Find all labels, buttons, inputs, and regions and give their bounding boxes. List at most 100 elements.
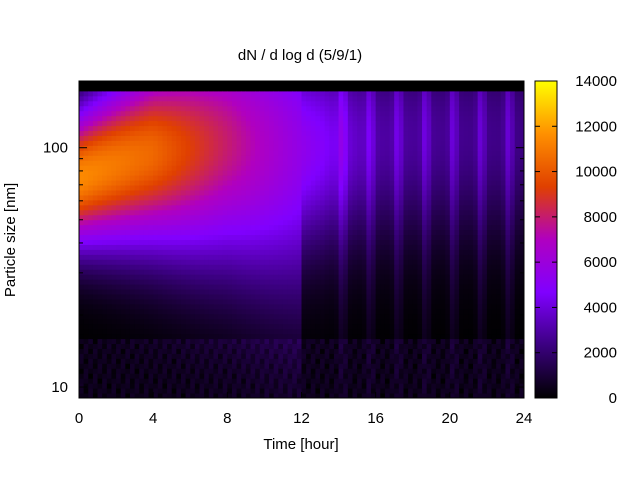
heatmap-cell — [222, 318, 228, 325]
heatmap-cell — [231, 363, 238, 369]
heatmap-cell — [366, 175, 372, 181]
heatmap-cell — [125, 303, 131, 310]
heatmap-cell — [380, 95, 386, 102]
heatmap-cell — [92, 81, 99, 87]
heatmap-cell — [380, 303, 386, 310]
heatmap-cell — [213, 373, 219, 379]
heatmap-cell — [190, 358, 196, 364]
heatmap-cell — [306, 81, 312, 87]
heatmap-cell — [88, 289, 94, 295]
heatmap-cell — [143, 274, 150, 280]
heatmap-cell — [106, 234, 112, 240]
heatmap-cell — [375, 145, 381, 151]
heatmap-cell — [357, 105, 363, 112]
heatmap-cell — [231, 95, 238, 102]
heatmap-cell — [134, 318, 140, 325]
heatmap-cell — [245, 229, 252, 236]
heatmap-cell — [245, 343, 252, 349]
heatmap-cell — [176, 393, 182, 399]
heatmap-cell — [157, 254, 163, 260]
heatmap-cell — [167, 81, 173, 87]
heatmap-cell — [389, 170, 395, 176]
heatmap-cell — [236, 393, 242, 399]
heatmap-cell — [83, 234, 89, 240]
heatmap-cell — [264, 279, 270, 285]
heatmap-cell — [431, 254, 437, 260]
heatmap-cell — [227, 204, 233, 211]
heatmap-cell — [176, 209, 182, 216]
heatmap-cell — [422, 185, 428, 191]
heatmap-cell — [222, 333, 228, 340]
heatmap-cell — [143, 110, 150, 117]
heatmap-cell — [259, 95, 265, 102]
heatmap-cell — [320, 383, 326, 389]
heatmap-cell — [333, 120, 340, 127]
heatmap-cell — [162, 140, 168, 146]
heatmap-cell — [190, 254, 196, 260]
heatmap-cell — [403, 219, 409, 226]
heatmap-cell — [125, 264, 131, 270]
heatmap-cell — [412, 219, 418, 226]
heatmap-cell — [435, 229, 442, 236]
heatmap-cell — [120, 338, 126, 345]
heatmap-cell — [422, 120, 428, 127]
heatmap-cell — [162, 160, 168, 166]
heatmap-cell — [394, 388, 400, 394]
heatmap-cell — [120, 318, 126, 325]
heatmap-cell — [403, 308, 409, 315]
heatmap-cell — [412, 249, 418, 255]
heatmap-cell — [92, 298, 99, 305]
heatmap-cell — [125, 254, 131, 260]
heatmap-cell — [255, 284, 261, 290]
heatmap-cell — [324, 95, 330, 102]
heatmap-cell — [412, 348, 418, 354]
heatmap-cell — [408, 308, 414, 315]
heatmap-cell — [301, 244, 307, 250]
heatmap-cell — [236, 135, 242, 141]
heatmap-cell — [236, 219, 242, 226]
heatmap-cell — [157, 323, 163, 330]
heatmap-cell — [222, 388, 228, 394]
heatmap-cell — [366, 289, 372, 295]
heatmap-cell — [139, 383, 145, 389]
heatmap-cell — [204, 185, 210, 191]
heatmap-cell — [333, 105, 340, 112]
heatmap-cell — [208, 318, 214, 325]
heatmap-cell — [320, 175, 326, 181]
heatmap-cell — [180, 135, 187, 141]
heatmap-cell — [148, 333, 154, 340]
heatmap-cell — [88, 180, 94, 186]
heatmap-cell — [310, 328, 316, 335]
heatmap-cell — [194, 348, 201, 354]
heatmap-cell — [236, 224, 242, 231]
heatmap-cell — [236, 303, 242, 310]
heatmap-cell — [320, 194, 326, 201]
heatmap-cell — [129, 150, 136, 156]
heatmap-cell — [245, 264, 252, 270]
heatmap-cell — [194, 308, 201, 315]
heatmap-cell — [120, 254, 126, 260]
heatmap-cell — [315, 293, 321, 300]
heatmap-cell — [352, 368, 358, 374]
heatmap-cell — [301, 284, 307, 290]
heatmap-cell — [398, 378, 404, 384]
heatmap-cell — [264, 90, 270, 97]
heatmap-cell — [129, 383, 136, 389]
heatmap-cell — [306, 199, 312, 206]
heatmap-cell — [398, 209, 404, 216]
heatmap-cell — [102, 254, 108, 260]
heatmap-cell — [245, 303, 252, 310]
heatmap-cell — [153, 249, 159, 255]
heatmap-cell — [361, 363, 367, 369]
heatmap-cell — [296, 383, 302, 389]
heatmap-cell — [389, 378, 395, 384]
heatmap-cell — [111, 353, 117, 359]
heatmap-cell — [422, 358, 428, 364]
heatmap-cell — [92, 293, 99, 300]
heatmap-cell — [301, 115, 307, 122]
heatmap-cell — [301, 378, 307, 384]
heatmap-cell — [250, 81, 256, 87]
heatmap-cell — [408, 234, 414, 240]
heatmap-cell — [357, 165, 363, 171]
heatmap-cell — [301, 358, 307, 364]
